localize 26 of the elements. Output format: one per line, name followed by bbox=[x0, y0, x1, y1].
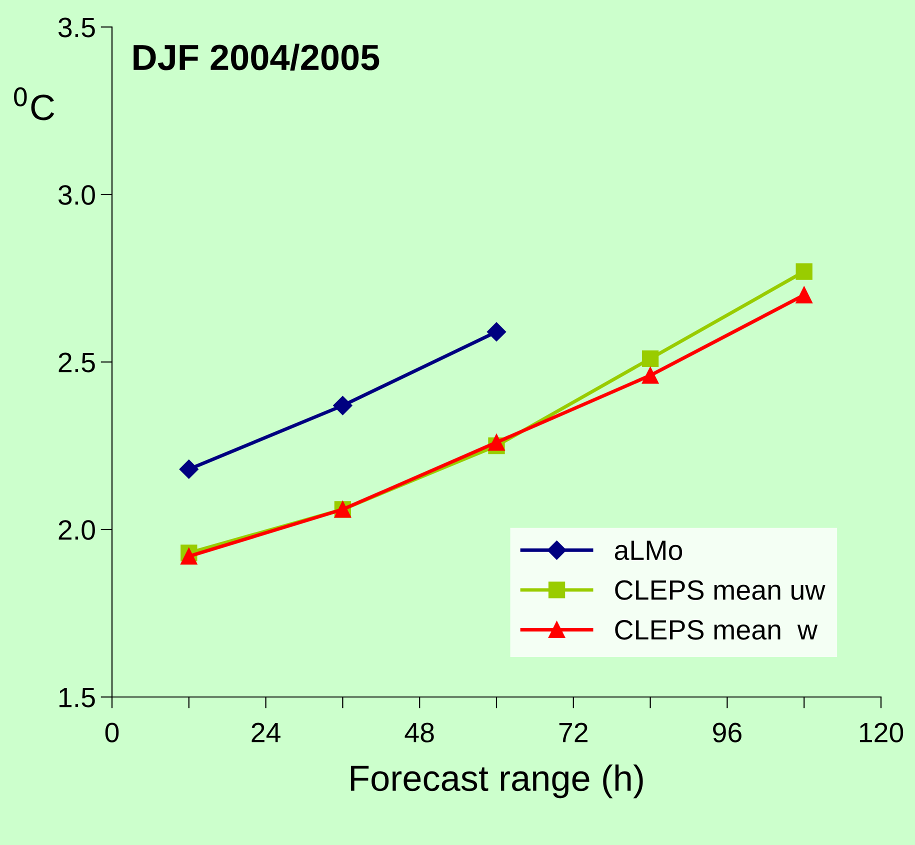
x-axis-title: Forecast range (h) bbox=[350, 764, 643, 798]
x-tick-label: 48 bbox=[404, 722, 434, 742]
legend-label: CLEPS mean w bbox=[615, 620, 818, 640]
y-tick-label: 3.0 bbox=[58, 185, 95, 205]
x-tick-label: 72 bbox=[559, 722, 588, 742]
x-tick-label: 120 bbox=[860, 722, 904, 742]
chart-title: DJF 2004/2005 bbox=[134, 44, 380, 71]
y-tick-label: 1.5 bbox=[60, 688, 95, 708]
point bbox=[180, 548, 198, 565]
x-tick-label: 0 bbox=[105, 722, 119, 742]
legend-label: aLMo bbox=[614, 540, 682, 560]
x-tick-label: 24 bbox=[252, 722, 280, 742]
y-axis-title: $^{0}$C bbox=[14, 87, 54, 120]
point bbox=[333, 396, 352, 416]
x-tick-label: 96 bbox=[713, 722, 742, 742]
y-tick-label: 2.0 bbox=[58, 520, 95, 540]
point bbox=[642, 367, 659, 384]
point bbox=[642, 350, 659, 367]
legend-label: CLEPS mean uw bbox=[615, 580, 826, 600]
y-tick-label: 3.5 bbox=[58, 18, 95, 38]
point bbox=[488, 434, 505, 451]
y-tick-label: 2.5 bbox=[58, 352, 95, 372]
point bbox=[486, 322, 506, 342]
point bbox=[796, 263, 812, 280]
point bbox=[179, 460, 198, 479]
point bbox=[796, 286, 812, 304]
